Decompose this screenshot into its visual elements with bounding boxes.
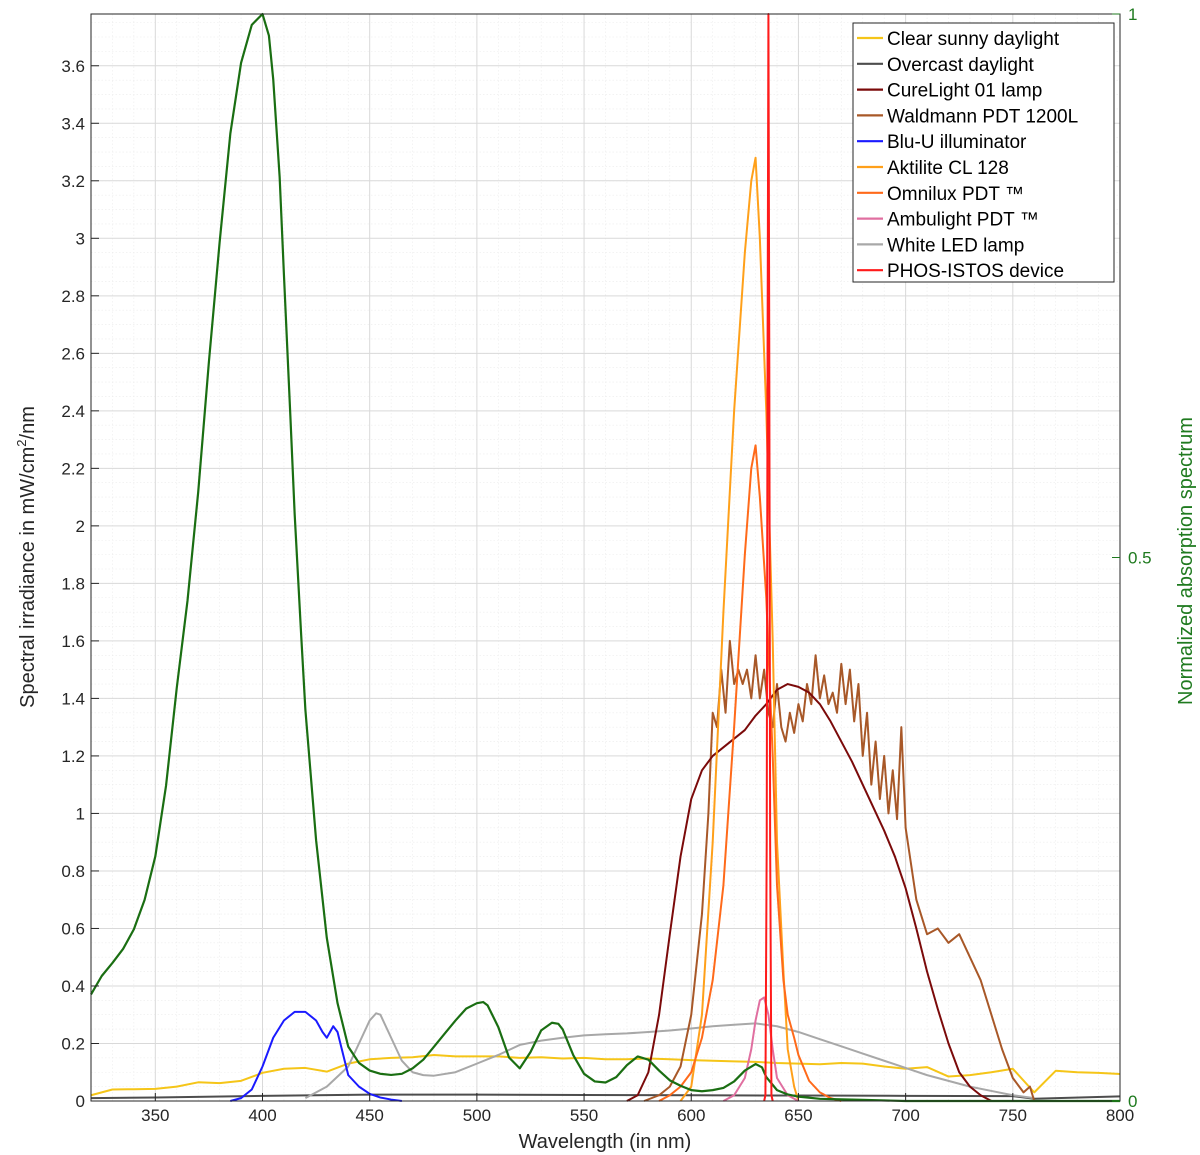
x-tick-label: 500 (463, 1106, 491, 1125)
y-tick-label: 0.6 (61, 919, 85, 938)
y-tick-label: 0.2 (61, 1034, 85, 1053)
legend-label: CureLight 01 lamp (887, 81, 1042, 102)
legend-label: Aktilite CL 128 (887, 158, 1009, 179)
y-axis-label-sup: 2 (14, 439, 29, 446)
y-tick-label: 2.2 (61, 459, 85, 478)
x-axis-ticks: 350 400 450 500 550 600 650 700 750 800 (141, 1093, 1134, 1125)
y-right-tick-label: 0.5 (1128, 549, 1152, 568)
y-axis-label-suffix: /nm (17, 406, 39, 439)
x-tick-label: 750 (999, 1106, 1027, 1125)
legend: Clear sunny daylight Overcast daylight Cur… (852, 22, 1115, 283)
y-tick-label: 3.4 (61, 114, 85, 133)
x-axis-label: Wavelength (in nm) (519, 1131, 692, 1153)
legend-label: Waldmann PDT 1200L (887, 106, 1078, 127)
series-line-4 (230, 1010, 402, 1102)
y-tick-label: 0.4 (61, 977, 85, 996)
legend-label: Clear sunny daylight (887, 29, 1060, 50)
x-tick-label: 350 (141, 1106, 169, 1125)
y-tick-label: 3 (76, 229, 85, 248)
legend-label: White LED lamp (887, 235, 1024, 256)
y-tick-label: 1 (76, 804, 85, 823)
y-tick-label: 3.6 (61, 57, 85, 76)
y-tick-label: 2.6 (61, 344, 85, 363)
y-axis-label: Spectral irradiance in mW/cm2/nm (14, 406, 39, 708)
series-line-3 (643, 639, 1036, 1102)
x-tick-label: 800 (1106, 1106, 1134, 1125)
series-line-6 (658, 444, 842, 1102)
y-right-axis-ticks: 00.51 (1112, 5, 1152, 1111)
legend-label: PHOS-ISTOS device (887, 261, 1064, 282)
x-tick-label: 450 (356, 1106, 384, 1125)
x-tick-label: 650 (784, 1106, 812, 1125)
x-tick-label: 400 (248, 1106, 276, 1125)
legend-items: Clear sunny daylight Overcast daylight Cur… (857, 29, 1078, 282)
y-tick-label: 1.6 (61, 632, 85, 651)
series-line-7 (722, 996, 799, 1102)
legend-label: Overcast daylight (887, 55, 1035, 76)
y-tick-label: 1.2 (61, 747, 85, 766)
x-tick-label: 700 (891, 1106, 919, 1125)
y-right-tick-label: 1 (1128, 5, 1137, 24)
absorption-line (90, 12, 1120, 1103)
y-tick-label: 2.8 (61, 287, 85, 306)
legend-label: Omnilux PDT ™ (887, 184, 1024, 205)
series-line-0 (90, 1053, 1121, 1097)
y-axis-label-prefix: Spectral irradiance in mW/cm (17, 447, 39, 708)
legend-label: Ambulight PDT ™ (887, 210, 1039, 231)
series-line-2 (626, 683, 992, 1102)
x-tick-label: 600 (677, 1106, 705, 1125)
y-tick-label: 3.2 (61, 172, 85, 191)
y-axis-ticks: 0 0.2 0.4 0.6 0.8 1 1.2 1.4 1.6 1.8 2 2.2 2.4 2.6 2.8 3… (61, 57, 99, 1111)
y-tick-label: 0 (76, 1092, 85, 1111)
legend-label: Blu-U illuminator (887, 132, 1027, 153)
y-tick-label: 1.8 (61, 574, 85, 593)
y-right-tick-label: 0 (1128, 1092, 1137, 1111)
x-tick-label: 550 (570, 1106, 598, 1125)
y-tick-label: 1.4 (61, 689, 85, 708)
y-tick-label: 2.4 (61, 402, 85, 421)
legend-box (852, 22, 1115, 283)
series-line-8 (304, 1012, 1035, 1100)
y-right-axis-label: Normalized absorption spectrum (1175, 417, 1197, 705)
y-tick-label: 0.8 (61, 862, 85, 881)
y-tick-label: 2 (76, 517, 85, 536)
